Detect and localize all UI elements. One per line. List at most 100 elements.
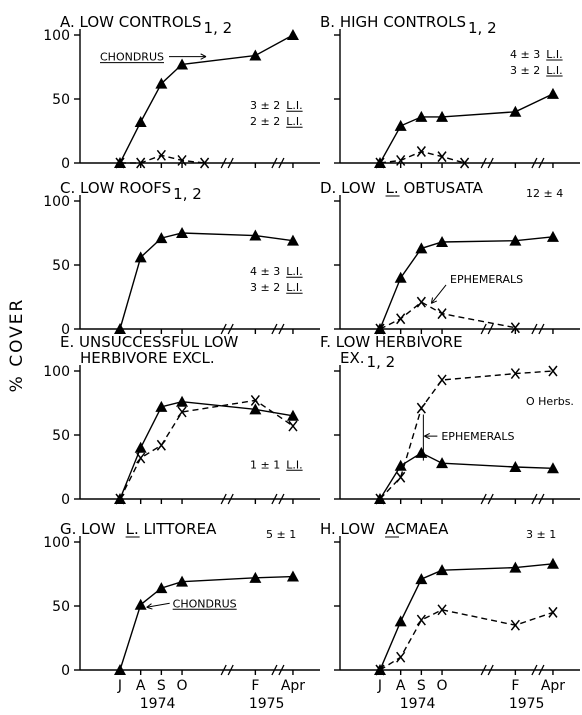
panel-superscript: 1, 2 — [367, 353, 396, 371]
break-slash — [278, 664, 285, 676]
panel-title: A. LOW CONTROLS — [60, 13, 202, 31]
triangle-marker — [176, 227, 189, 238]
x-tick-label: Apr — [281, 678, 305, 694]
x-tick-label: O — [177, 678, 188, 694]
x-marker — [177, 406, 187, 418]
series-line-triangle — [119, 232, 294, 330]
panel-h: J A S O F Apr 1974 1975 H. LOW ACMAEA 3 ± 1 — [320, 520, 580, 712]
annotation-suffix: L.I. — [286, 115, 302, 128]
series-line-triangle — [379, 452, 554, 500]
annotation-note: 3 ± 1 — [526, 528, 556, 541]
triangle-marker — [415, 446, 428, 458]
axis-break-icon — [480, 157, 494, 169]
triangle-marker — [509, 561, 522, 573]
x-marker — [375, 664, 385, 676]
break-slash — [538, 664, 545, 676]
y-tick-label: 50 — [52, 258, 70, 274]
annotation-label: CHONDRUS — [173, 597, 237, 610]
panel-title-line2: HERBIVORE EXCL. — [80, 349, 215, 367]
annotation-label: CHONDRUS — [100, 51, 164, 64]
x-marker — [136, 157, 146, 169]
break-slash — [487, 664, 494, 676]
panel-superscript: 1, 2 — [204, 19, 233, 37]
triangle-marker — [415, 110, 428, 122]
y-tick-label: 100 — [43, 364, 70, 380]
break-slash — [227, 664, 234, 676]
break-slash — [220, 493, 227, 505]
x-marker — [460, 157, 470, 169]
annotation-stat: 3 ± 2 — [510, 64, 540, 77]
break-slash — [480, 493, 487, 505]
x-marker — [510, 322, 520, 334]
triangle-marker — [176, 58, 189, 70]
x-tick-label: S — [157, 678, 166, 694]
series-line-x — [119, 399, 294, 500]
break-slash — [278, 157, 285, 169]
break-slash — [480, 157, 487, 169]
axis-break-icon — [220, 323, 234, 335]
y-tick-label: 100 — [43, 28, 70, 44]
x-tick-label: A — [136, 678, 146, 694]
series-line-triangle — [379, 93, 554, 164]
y-tick-label: 50 — [52, 599, 70, 615]
break-slash — [278, 493, 285, 505]
axis-break-icon — [531, 664, 545, 676]
annotation-stat: 3 ± 2 — [250, 281, 280, 294]
arrow-icon — [146, 602, 170, 610]
x-tick-label: S — [417, 678, 426, 694]
panel-d: D. LOW L. OBTUSATA 12 ± 4 EPHEMERALS — [320, 179, 580, 335]
axis-break-icon — [220, 493, 234, 505]
y-axis-label: % COVER — [7, 298, 27, 393]
break-slash — [538, 493, 545, 505]
x-tick-label: O — [437, 678, 448, 694]
triangle-marker — [394, 119, 407, 131]
triangle-marker — [249, 571, 262, 583]
x-marker — [510, 368, 520, 380]
panel-b: B. HIGH CONTROLS 1, 2 4 ± 3 L.I. 3 ± 2 L.I. — [320, 13, 580, 169]
panel-title: F. LOW HERBIVORE — [320, 333, 463, 351]
series-line-x — [379, 609, 554, 671]
triangle-marker — [546, 462, 559, 474]
triangle-marker — [249, 49, 262, 61]
triangle-marker — [155, 77, 168, 89]
triangle-marker — [114, 664, 126, 675]
panel-title-taxon: L. LITTOREA — [126, 520, 217, 538]
triangle-marker — [436, 235, 449, 247]
triangle-marker — [176, 575, 189, 587]
panel-title-taxon: L. OBTUSATA — [386, 179, 484, 197]
break-slash — [271, 664, 278, 676]
axis-break-icon — [220, 664, 234, 676]
break-slash — [538, 323, 545, 335]
annotation-note: 5 ± 1 — [266, 528, 296, 541]
x-marker — [416, 614, 426, 626]
series-line-x — [379, 301, 516, 330]
axis-break-icon — [271, 323, 285, 335]
x-marker — [437, 151, 447, 163]
series-line-triangle — [119, 400, 294, 500]
x-marker — [396, 651, 406, 663]
triangle-marker — [415, 242, 428, 254]
y-tick-label: 0 — [61, 663, 70, 679]
annotation-stat: 1 ± 1 — [250, 458, 280, 471]
x-marker — [375, 323, 385, 335]
x-marker — [416, 402, 426, 414]
annotation-suffix: L.I. — [286, 99, 302, 112]
panel-title: E. UNSUCCESSFUL LOW — [60, 333, 239, 351]
break-slash — [271, 493, 278, 505]
x-marker — [396, 154, 406, 166]
y-tick-label: 0 — [61, 322, 70, 338]
triangle-marker — [394, 459, 407, 471]
y-tick-label: 0 — [61, 156, 70, 172]
x-marker — [548, 606, 558, 618]
break-slash — [220, 157, 227, 169]
y-tick-label: 50 — [52, 428, 70, 444]
x-marker — [375, 493, 385, 505]
break-slash — [227, 323, 234, 335]
axis-break-icon — [271, 493, 285, 505]
break-slash — [531, 664, 538, 676]
triangle-marker — [134, 598, 147, 610]
triangle-marker — [436, 457, 449, 469]
triangle-marker — [286, 29, 299, 40]
